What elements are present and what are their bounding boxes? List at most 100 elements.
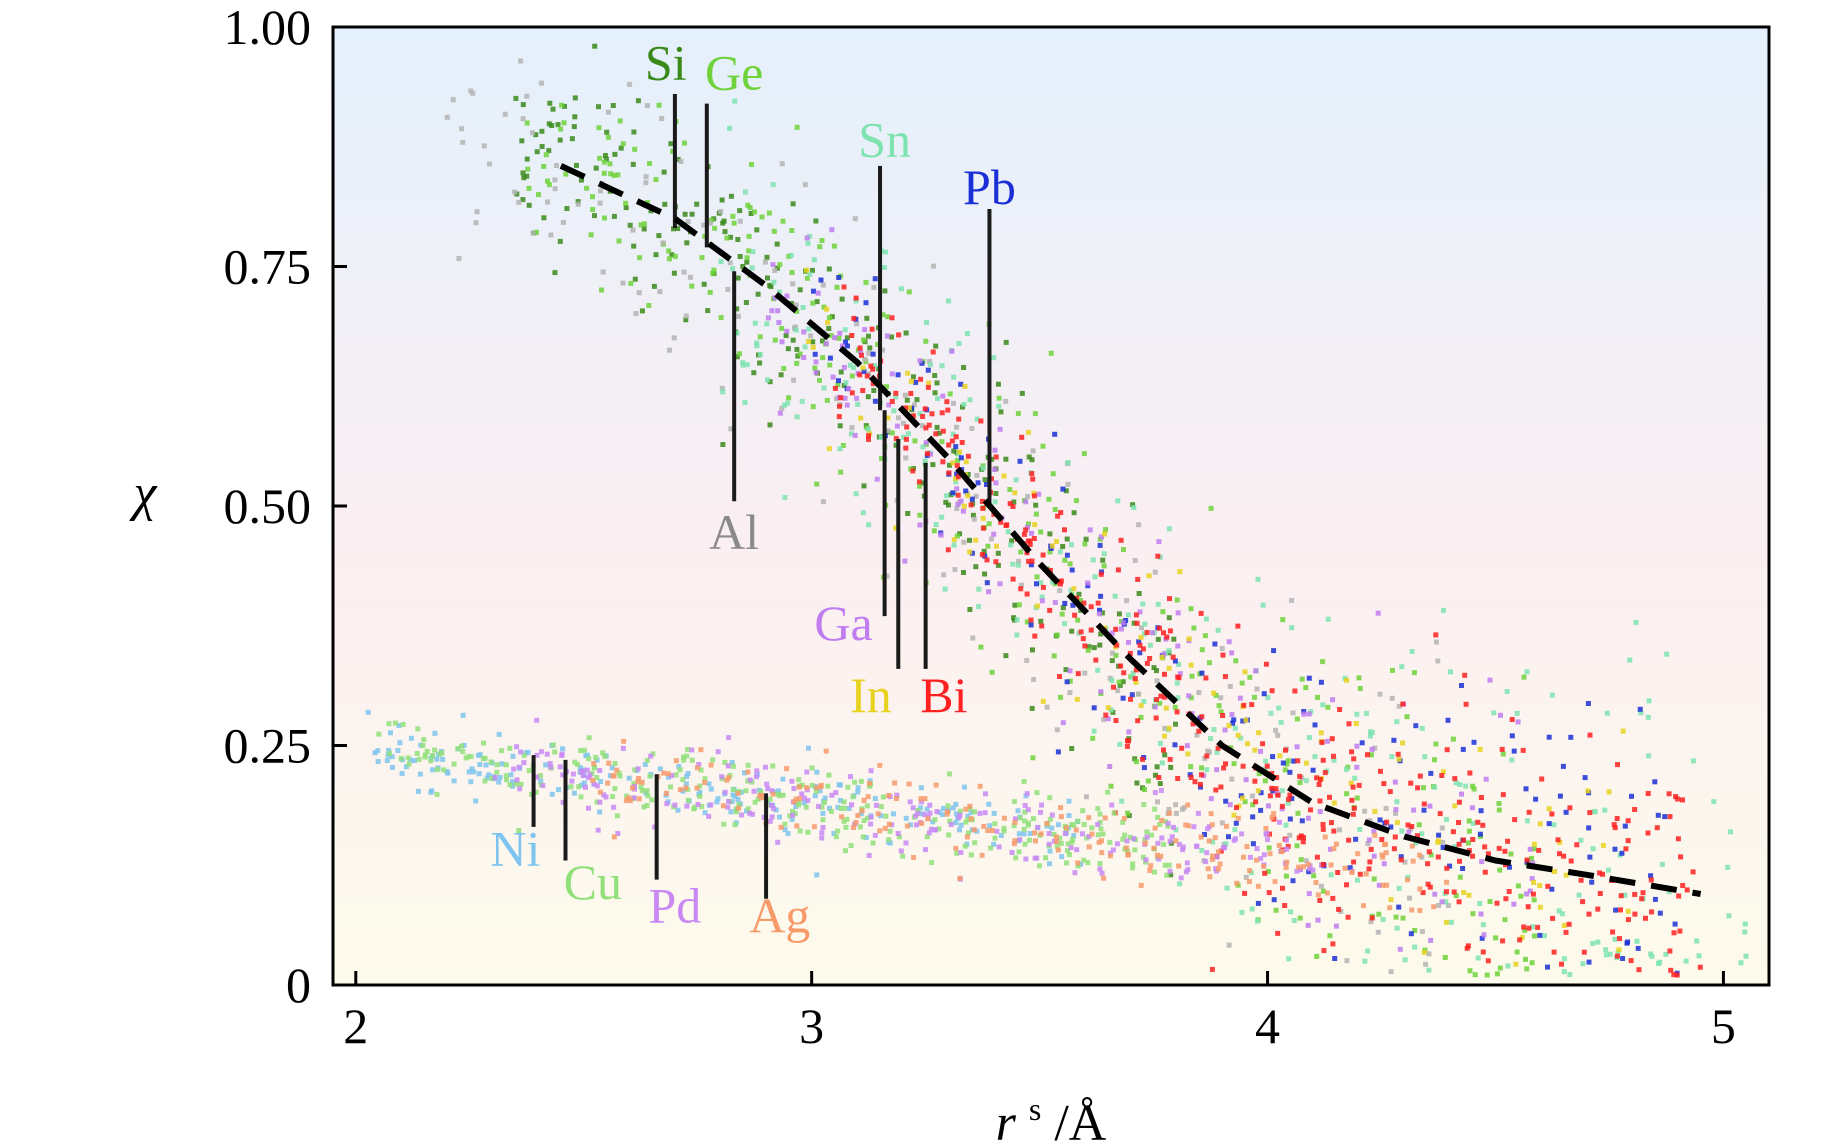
point-si: [743, 300, 749, 305]
point-ni: [597, 809, 603, 815]
point-sn: [1567, 972, 1573, 978]
point-bi: [1175, 776, 1181, 781]
point-pd: [1025, 807, 1031, 813]
point-bi: [889, 399, 895, 404]
point-pd: [706, 813, 712, 819]
point-cu: [432, 747, 438, 753]
point-ge: [608, 171, 614, 177]
point-al: [524, 93, 530, 99]
point-cu: [503, 762, 509, 768]
point-pd: [768, 802, 774, 808]
point-cu: [1098, 826, 1104, 832]
point-pd: [492, 775, 498, 781]
point-bi: [1222, 674, 1228, 680]
point-ni: [917, 805, 923, 811]
point-sn: [1312, 754, 1318, 760]
point-si: [592, 43, 598, 49]
point-bi: [1196, 728, 1202, 734]
point-bi: [1559, 961, 1564, 967]
point-al: [718, 209, 724, 214]
point-bi: [1587, 810, 1593, 816]
point-ag: [1342, 865, 1348, 871]
point-cu: [721, 821, 727, 827]
point-al: [1289, 597, 1295, 603]
point-si: [995, 381, 1001, 387]
point-pd: [1114, 841, 1120, 847]
point-si: [728, 234, 733, 240]
point-sn: [1441, 607, 1446, 613]
point-pd: [1038, 809, 1043, 815]
point-ge: [1320, 659, 1326, 665]
point-pb: [1436, 832, 1442, 838]
point-in: [1186, 636, 1192, 642]
point-sn: [1010, 561, 1016, 567]
point-sn: [891, 408, 897, 414]
point-ge: [1058, 694, 1063, 700]
point-si: [1168, 764, 1174, 770]
point-ag: [796, 784, 802, 790]
point-al: [630, 227, 636, 233]
point-ag: [1255, 883, 1261, 889]
point-ag: [933, 782, 939, 788]
trend-line: [559, 163, 1702, 897]
point-pb: [913, 379, 919, 385]
point-ag: [757, 793, 763, 799]
point-bi: [1549, 811, 1555, 817]
point-cu: [1155, 814, 1161, 820]
point-si: [578, 177, 584, 183]
point-cu: [867, 783, 873, 789]
point-ge: [1247, 674, 1253, 680]
point-al: [456, 256, 462, 261]
point-bi: [1673, 794, 1679, 800]
point-in: [1138, 703, 1144, 709]
y-tick-label: 0.50: [224, 478, 312, 534]
point-sn: [782, 402, 787, 408]
point-ge: [1299, 676, 1305, 682]
point-bi: [1113, 718, 1119, 723]
point-ag: [877, 828, 883, 834]
point-pd: [1203, 859, 1209, 865]
point-in: [1421, 949, 1427, 955]
point-al: [657, 289, 663, 295]
point-bi: [1039, 623, 1045, 629]
point-ge: [611, 172, 617, 178]
point-bi: [1545, 883, 1551, 889]
point-ge: [1508, 851, 1514, 857]
point-bi: [998, 519, 1004, 525]
point-al: [1152, 569, 1158, 575]
label-ga: Ga: [814, 595, 872, 651]
point-in: [1255, 788, 1261, 794]
point-si: [653, 252, 659, 258]
point-si: [524, 173, 530, 179]
point-ge: [1199, 765, 1204, 771]
point-bi: [1645, 830, 1651, 836]
point-ga: [1208, 796, 1214, 802]
point-ga: [804, 235, 810, 241]
point-sn: [1509, 757, 1515, 763]
point-bi: [1550, 915, 1556, 921]
point-si: [651, 283, 657, 289]
point-si: [1136, 591, 1142, 596]
point-ag: [1209, 822, 1215, 828]
point-bi: [1280, 885, 1285, 891]
point-cu: [968, 852, 974, 858]
point-bi: [1275, 930, 1281, 936]
point-pd: [994, 828, 1000, 834]
point-si: [635, 98, 641, 104]
point-ge: [641, 221, 647, 227]
point-bi: [1568, 858, 1574, 864]
point-al: [989, 536, 994, 542]
point-cu: [929, 860, 935, 865]
point-ga: [938, 532, 944, 538]
point-sn: [1477, 901, 1483, 906]
trend-line-group: [559, 163, 1702, 897]
point-ag: [977, 783, 983, 789]
point-cu: [826, 772, 832, 778]
point-in: [1177, 569, 1183, 575]
point-si: [810, 339, 816, 345]
point-cu: [780, 792, 786, 798]
point-ga: [813, 359, 819, 365]
point-ag: [1381, 842, 1387, 848]
point-in: [926, 380, 932, 386]
point-bi: [933, 431, 939, 437]
